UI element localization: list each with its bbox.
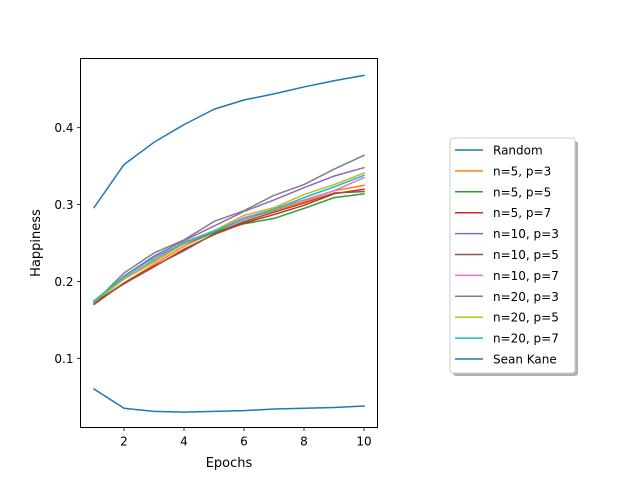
series-line-7 [92, 154, 365, 305]
y-axis: 0.1 0.2 0.3 0.4 [54, 121, 81, 366]
legend-entry-label: Sean Kane [493, 353, 557, 367]
x-tick-label: 8 [300, 435, 308, 449]
series-line-5 [92, 190, 365, 306]
legend-entry-label: n=5, p=5 [493, 185, 551, 199]
x-tick-label: 4 [180, 435, 188, 449]
axes-frame [80, 58, 378, 428]
legend-entry-label: n=20, p=5 [493, 311, 559, 325]
legend-box [449, 137, 576, 374]
x-tick-label: 10 [356, 435, 371, 449]
series-line-3 [92, 188, 365, 304]
series-line-8 [92, 172, 365, 303]
legend-entry-label: n=5, p=7 [493, 206, 551, 220]
legend-entry-label: n=10, p=7 [493, 269, 559, 283]
y-tick-label: 0.2 [54, 275, 73, 289]
x-tick-label: 6 [240, 435, 248, 449]
legend-entry-label: n=10, p=3 [493, 227, 559, 241]
series-line-9 [92, 174, 365, 302]
legend-entry-label: Random [493, 144, 543, 158]
series-line-0 [92, 74, 365, 209]
y-tick-label: 0.1 [54, 352, 73, 366]
y-axis-label: Happiness [29, 209, 44, 277]
series-line-4 [92, 166, 365, 304]
plot-lines [92, 74, 365, 413]
series-line-2 [92, 192, 365, 304]
series-line-10 [92, 388, 365, 413]
legend-entry-label: n=20, p=7 [493, 332, 559, 346]
series-line-1 [92, 184, 365, 304]
legend: Random n=5, p=3 n=5, p=5 n=5, p=7 n=10, p=3 n… [449, 137, 578, 376]
x-axis-label: Epochs [206, 456, 253, 471]
x-axis: 2 4 6 8 10 [120, 427, 372, 449]
y-tick-label: 0.3 [54, 198, 73, 212]
legend-entry-label: n=20, p=3 [493, 290, 559, 304]
y-tick-label: 0.4 [54, 121, 73, 135]
series-line-6 [92, 176, 365, 303]
x-tick-label: 2 [120, 435, 128, 449]
legend-entry-label: n=10, p=5 [493, 248, 559, 262]
legend-entry-label: n=5, p=3 [493, 164, 551, 178]
